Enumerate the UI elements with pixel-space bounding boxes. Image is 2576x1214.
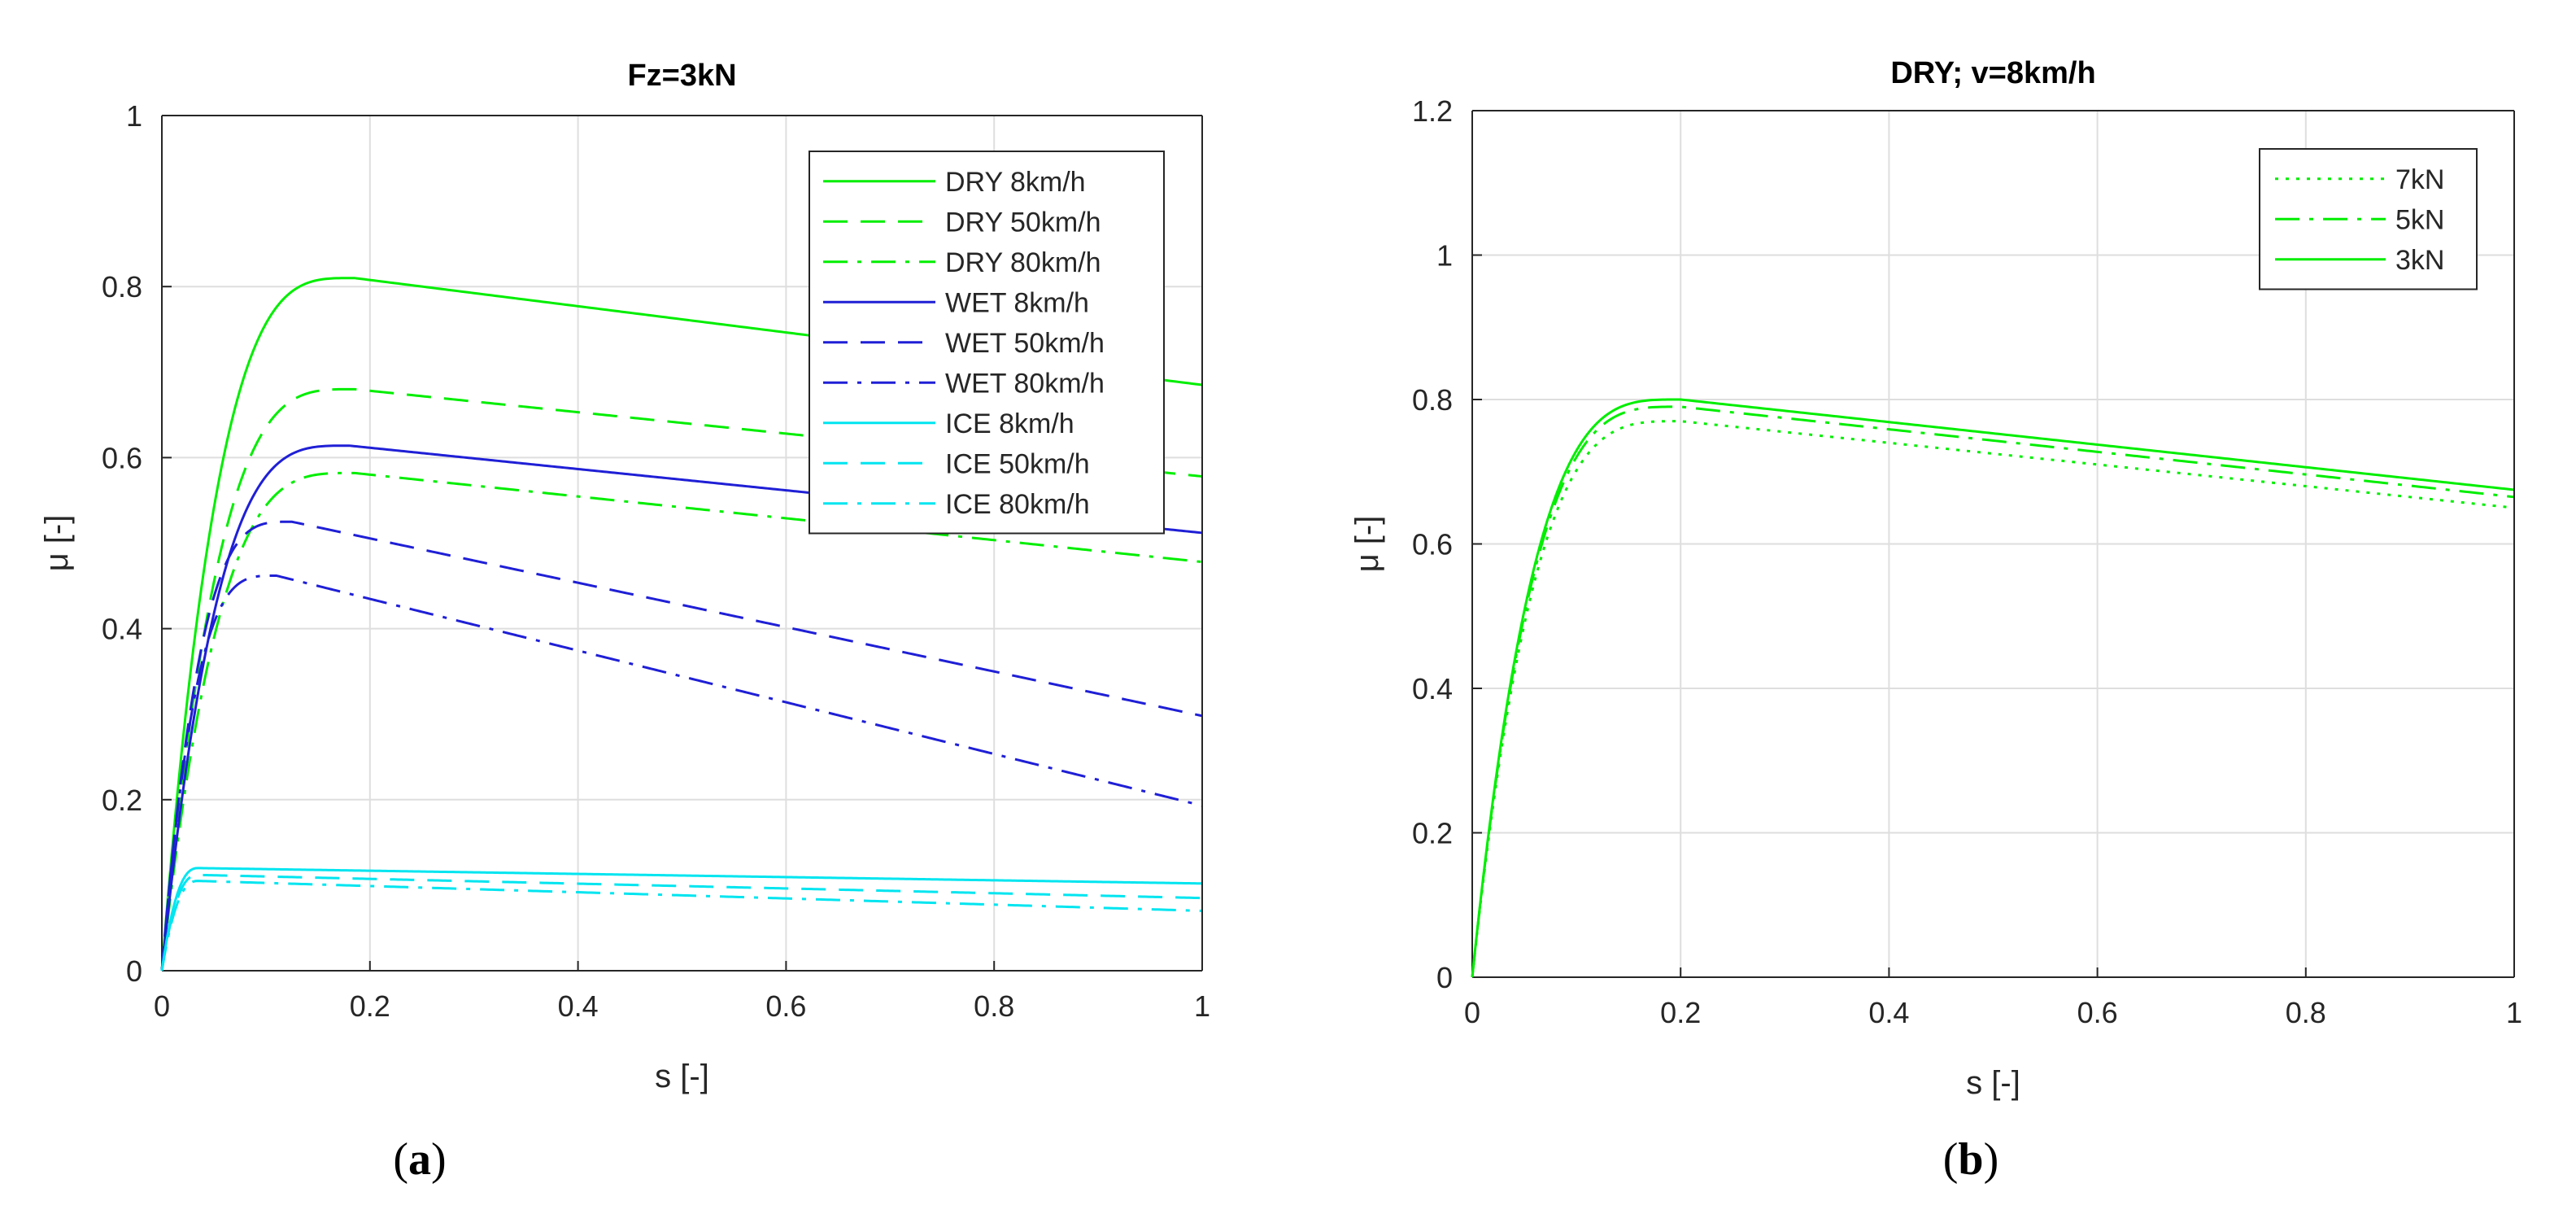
y-tick-label: 0.2: [1412, 817, 1453, 850]
x-tick-label: 0.2: [350, 989, 390, 1023]
y-tick-label: 0.4: [102, 613, 142, 646]
x-tick-label: 0.6: [765, 989, 806, 1023]
x-tick-label: 0.8: [2286, 996, 2326, 1029]
y-tick-label: 0: [1436, 961, 1453, 994]
x-tick-label: 0.8: [974, 989, 1014, 1023]
series-line: [1471, 398, 2515, 978]
panel-label-a: (a): [393, 1134, 446, 1185]
series-line: [1471, 405, 2515, 978]
legend-label: ICE 50km/h: [945, 448, 1090, 479]
x-tick-label: 0.4: [558, 989, 599, 1023]
legend-label: WET 50km/h: [945, 328, 1105, 359]
legend-label: 7kN: [2395, 164, 2444, 195]
x-axis-label: s [-]: [1966, 1065, 2020, 1101]
chart-title: DRY; v=8km/h: [1890, 56, 2095, 90]
x-tick-label: 1: [1194, 989, 1210, 1023]
x-tick-label: 1: [2506, 996, 2522, 1029]
legend-label: ICE 8km/h: [945, 408, 1074, 439]
panel-label-b: (b): [1943, 1134, 1998, 1185]
series-line: [160, 520, 1203, 972]
chart-title: Fz=3kN: [627, 59, 736, 93]
series-line: [160, 867, 1203, 972]
legend-label: WET 80km/h: [945, 368, 1105, 399]
x-tick-label: 0.4: [1868, 996, 1909, 1029]
y-tick-label: 0.4: [1412, 672, 1453, 705]
y-axis-label: μ [-]: [1349, 516, 1385, 573]
legend-label: 5kN: [2395, 204, 2444, 235]
y-tick-label: 0.2: [102, 784, 142, 817]
series-line: [160, 471, 1203, 972]
legend: 7kN 5kN 3kN: [2259, 148, 2478, 290]
legend: DRY 8km/h DRY 50km/h DRY 80km/h WET 8km/h WE…: [809, 151, 1165, 535]
y-tick-label: 0.6: [102, 441, 142, 474]
series-line: [160, 880, 1203, 972]
legend-label: DRY 8km/h: [945, 167, 1086, 198]
y-tick-label: 0.8: [102, 270, 142, 304]
x-tick-label: 0.2: [1660, 996, 1701, 1029]
x-axis-label: s [-]: [655, 1059, 709, 1094]
legend-label: DRY 80km/h: [945, 247, 1101, 278]
series-line: [160, 387, 1203, 972]
legend-label: DRY 50km/h: [945, 207, 1101, 238]
y-axis-label: μ [-]: [39, 515, 75, 572]
y-tick-label: 1.2: [1412, 94, 1453, 128]
y-tick-label: 0.6: [1412, 528, 1453, 561]
series-line: [160, 574, 1203, 972]
legend-label: ICE 80km/h: [945, 489, 1090, 520]
legend-label: WET 8km/h: [945, 287, 1089, 318]
legend-label: 3kN: [2395, 245, 2444, 276]
y-tick-label: 1: [1436, 239, 1453, 273]
y-tick-label: 0: [126, 954, 142, 988]
series-line: [160, 873, 1203, 972]
chart-b: 0 0.2 0.4 0.6 0.8 1 0 0.2 0.4 0.6 0.8 1 1.2 DRY; v=8k…: [1349, 56, 2522, 1101]
y-tick-label: 1: [126, 99, 142, 133]
chart-a: 0 0.2 0.4 0.6 0.8 1 0 0.2 0.4 0.6 0.8 1 Fz=3kN s [-] μ…: [39, 59, 1210, 1094]
x-tick-label: 0: [1464, 996, 1480, 1029]
y-tick-label: 0.8: [1412, 383, 1453, 417]
x-tick-label: 0.6: [2077, 996, 2118, 1029]
x-tick-label: 0: [154, 989, 170, 1023]
